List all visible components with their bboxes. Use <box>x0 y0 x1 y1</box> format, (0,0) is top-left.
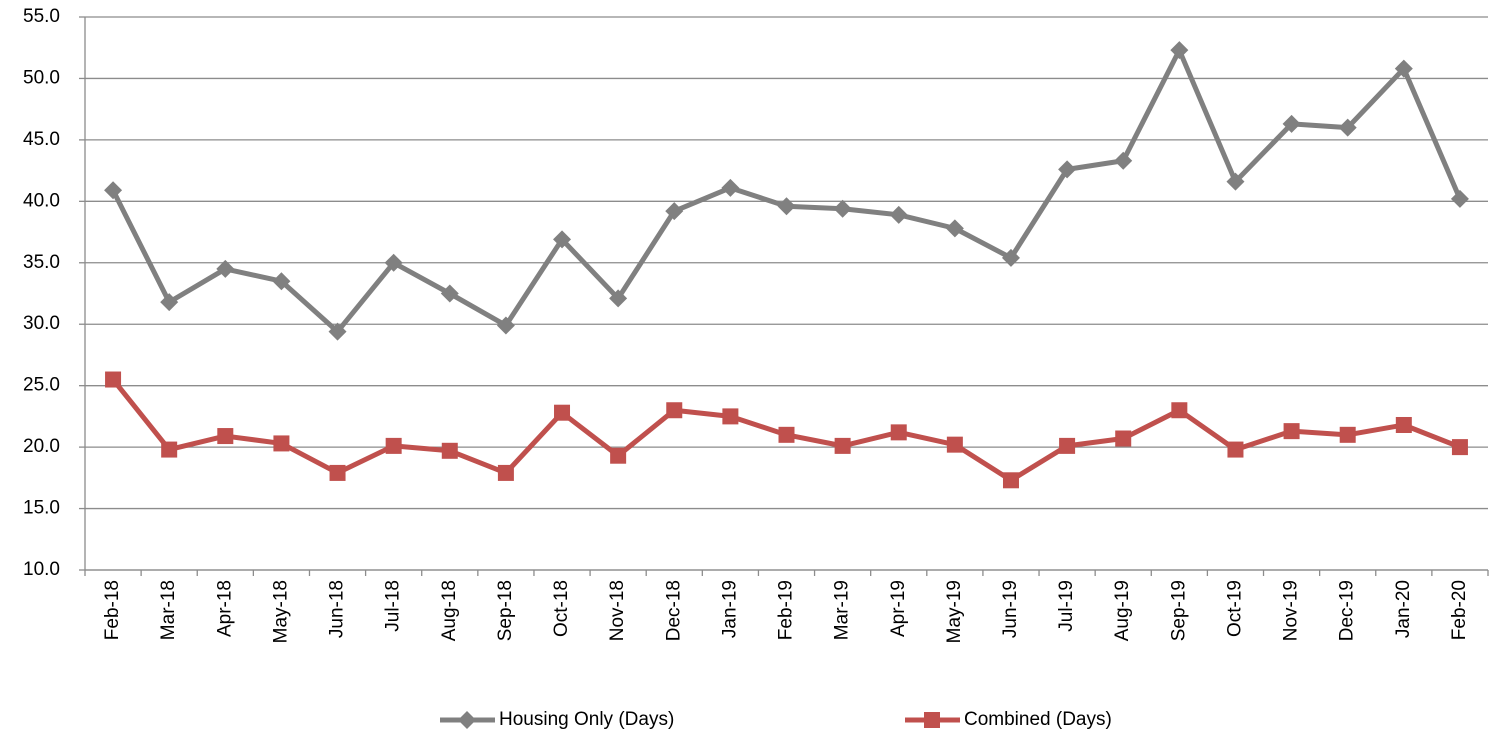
data-point <box>1283 423 1300 440</box>
data-point <box>217 428 234 445</box>
x-tick-label: Apr-18 <box>214 580 235 637</box>
x-tick-label: Jan-19 <box>719 580 740 638</box>
legend-marker <box>924 712 940 728</box>
y-tick-label: 10.0 <box>23 559 60 580</box>
x-tick-label: Oct-19 <box>1224 580 1245 637</box>
y-tick-label: 20.0 <box>23 436 60 457</box>
x-tick-label: Nov-19 <box>1281 580 1302 641</box>
data-point <box>890 424 907 441</box>
x-tick-label: Jan-20 <box>1393 580 1414 638</box>
data-point <box>1114 151 1133 170</box>
x-tick-label: Dec-18 <box>663 580 684 641</box>
data-point <box>721 178 740 197</box>
data-point <box>1339 426 1356 443</box>
data-point <box>610 447 627 464</box>
data-point <box>553 230 572 249</box>
data-point <box>1171 402 1188 419</box>
x-tick-label: Jun-18 <box>327 580 348 638</box>
data-point <box>384 253 403 272</box>
data-point <box>273 435 290 452</box>
data-point <box>440 284 459 303</box>
data-point <box>441 442 458 459</box>
y-tick-label: 40.0 <box>23 190 60 211</box>
x-tick-label: Apr-19 <box>888 580 909 637</box>
data-point <box>385 437 402 454</box>
data-point <box>1002 472 1019 489</box>
x-tick-label: May-18 <box>270 580 291 643</box>
data-point <box>1282 114 1301 133</box>
x-tick-label: Feb-19 <box>776 580 797 640</box>
y-tick-label: 55.0 <box>23 6 60 27</box>
y-tick-label: 35.0 <box>23 252 60 273</box>
legend-label: Housing Only (Days) <box>499 709 674 730</box>
data-point <box>1450 189 1469 208</box>
x-tick-label: Feb-18 <box>102 580 123 640</box>
data-point <box>329 464 346 481</box>
x-tick-label: Aug-19 <box>1112 580 1133 641</box>
data-point <box>722 408 739 425</box>
data-point <box>216 259 235 278</box>
x-tick-label: Dec-19 <box>1337 580 1358 641</box>
data-point <box>945 219 964 238</box>
x-tick-label: Sep-19 <box>1168 580 1189 641</box>
data-point <box>104 181 123 200</box>
y-tick-label: 25.0 <box>23 375 60 396</box>
x-tick-label: Aug-18 <box>439 580 460 641</box>
y-tick-label: 50.0 <box>23 67 60 88</box>
x-tick-label: Mar-18 <box>158 580 179 640</box>
data-point <box>160 293 179 312</box>
x-tick-label: Jun-19 <box>1000 580 1021 638</box>
data-point <box>497 464 514 481</box>
data-point <box>1001 248 1020 267</box>
data-point <box>161 441 178 458</box>
data-point <box>946 436 963 453</box>
data-point <box>609 289 628 308</box>
data-point <box>889 205 908 224</box>
data-point <box>1451 439 1468 456</box>
x-tick-label: Mar-19 <box>832 580 853 640</box>
data-point <box>1226 172 1245 191</box>
y-tick-label: 30.0 <box>23 313 60 334</box>
data-point <box>778 426 795 443</box>
data-point <box>554 404 571 421</box>
series-line <box>110 47 1463 335</box>
data-point <box>328 322 347 341</box>
x-tick-label: Sep-18 <box>495 580 516 641</box>
y-tick-label: 45.0 <box>23 129 60 150</box>
y-tick-label: 15.0 <box>23 498 60 519</box>
x-tick-label: Jul-19 <box>1056 580 1077 632</box>
data-point <box>1059 437 1076 454</box>
x-tick-label: Nov-18 <box>607 580 628 641</box>
x-tick-label: Feb-20 <box>1449 580 1470 640</box>
data-point <box>1170 41 1189 60</box>
data-point <box>1338 118 1357 137</box>
data-point <box>665 202 684 221</box>
data-point <box>496 316 515 335</box>
x-tick-label: Jul-18 <box>383 580 404 632</box>
data-point <box>1058 160 1077 179</box>
data-point <box>834 437 851 454</box>
legend-marker <box>458 711 476 729</box>
x-tick-label: May-19 <box>944 580 965 643</box>
data-point <box>833 199 852 218</box>
legend-label: Combined (Days) <box>964 709 1112 730</box>
x-tick-label: Oct-18 <box>551 580 572 637</box>
data-point <box>1115 430 1132 447</box>
data-point <box>1395 416 1412 433</box>
data-point <box>1227 441 1244 458</box>
data-point <box>272 272 291 291</box>
data-point <box>666 402 683 419</box>
data-point <box>105 371 122 388</box>
data-point <box>1394 59 1413 78</box>
data-point <box>777 197 796 216</box>
